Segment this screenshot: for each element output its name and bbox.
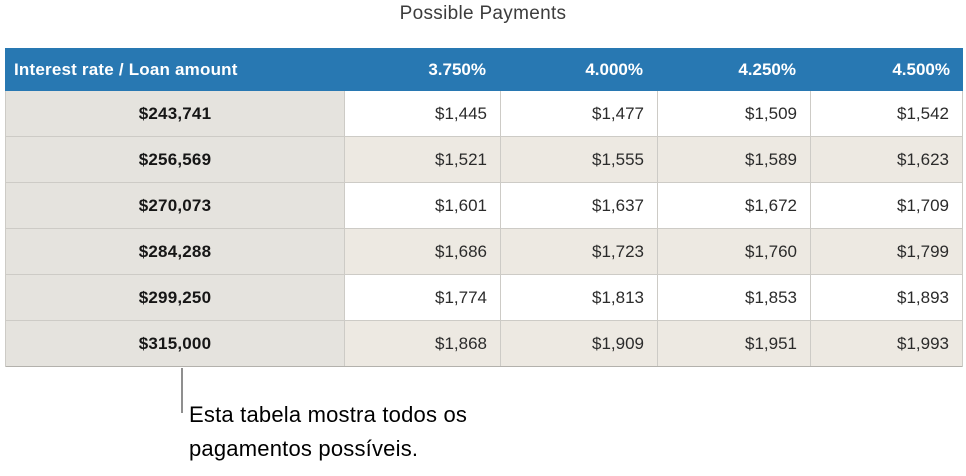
table-row: $315,000 $1,868 $1,909 $1,951 $1,993 (6, 321, 962, 367)
payment-cell: $1,521 (344, 137, 500, 182)
payments-table: Interest rate / Loan amount 3.750% 4.000% 4… (5, 48, 963, 367)
payment-cell: $1,868 (344, 321, 500, 366)
table-row: $299,250 $1,774 $1,813 $1,853 $1,893 (6, 275, 962, 321)
header-cell-rate: 4.250% (738, 59, 796, 79)
payment-cell: $1,445 (344, 91, 500, 136)
header-cell-rate: 4.500% (892, 59, 950, 79)
callout-connector-line (181, 368, 183, 413)
header-cell-rate: 4.000% (585, 59, 643, 79)
payment-cell: $1,723 (500, 229, 657, 274)
loan-amount-cell: $299,250 (6, 275, 344, 320)
payment-cell: $1,672 (657, 183, 810, 228)
header-cell-rate: 3.750% (428, 59, 486, 79)
payment-cell: $1,893 (810, 275, 962, 320)
table-row: $243,741 $1,445 $1,477 $1,509 $1,542 (6, 91, 962, 137)
payment-cell: $1,589 (657, 137, 810, 182)
payment-cell: $1,542 (810, 91, 962, 136)
header-cell-loan-amount: Interest rate / Loan amount (14, 59, 238, 79)
payment-cell: $1,601 (344, 183, 500, 228)
payment-cell: $1,477 (500, 91, 657, 136)
payment-cell: $1,853 (657, 275, 810, 320)
loan-amount-cell: $315,000 (6, 321, 344, 366)
callout-text-line: pagamentos possíveis. (189, 436, 419, 461)
table-title: Possible Payments (399, 3, 567, 24)
loan-amount-cell: $270,073 (6, 183, 344, 228)
table-row: $256,569 $1,521 $1,555 $1,589 $1,623 (6, 137, 962, 183)
payment-cell: $1,623 (810, 137, 962, 182)
loan-amount-cell: $284,288 (6, 229, 344, 274)
payment-cell: $1,709 (810, 183, 962, 228)
payment-cell: $1,760 (657, 229, 810, 274)
payment-cell: $1,509 (657, 91, 810, 136)
payment-cell: $1,909 (500, 321, 657, 366)
payment-cell: $1,555 (500, 137, 657, 182)
payment-cell: $1,637 (500, 183, 657, 228)
table-row: $284,288 $1,686 $1,723 $1,760 $1,799 (6, 229, 962, 275)
payment-cell: $1,686 (344, 229, 500, 274)
payment-cell: $1,813 (500, 275, 657, 320)
table-header-row: Interest rate / Loan amount 3.750% 4.000% 4… (5, 48, 963, 91)
table-row: $270,073 $1,601 $1,637 $1,672 $1,709 (6, 183, 962, 229)
loan-amount-cell: $243,741 (6, 91, 344, 136)
table-body: $243,741 $1,445 $1,477 $1,509 $1,542 $256,569… (5, 91, 963, 367)
callout-text: Esta tabela mostra todos os pagamentos po… (189, 398, 467, 466)
loan-amount-cell: $256,569 (6, 137, 344, 182)
callout-text-line: Esta tabela mostra todos os (189, 402, 468, 427)
payment-cell: $1,799 (810, 229, 962, 274)
payment-cell: $1,951 (657, 321, 810, 366)
payment-cell: $1,774 (344, 275, 500, 320)
payment-cell: $1,993 (810, 321, 962, 366)
